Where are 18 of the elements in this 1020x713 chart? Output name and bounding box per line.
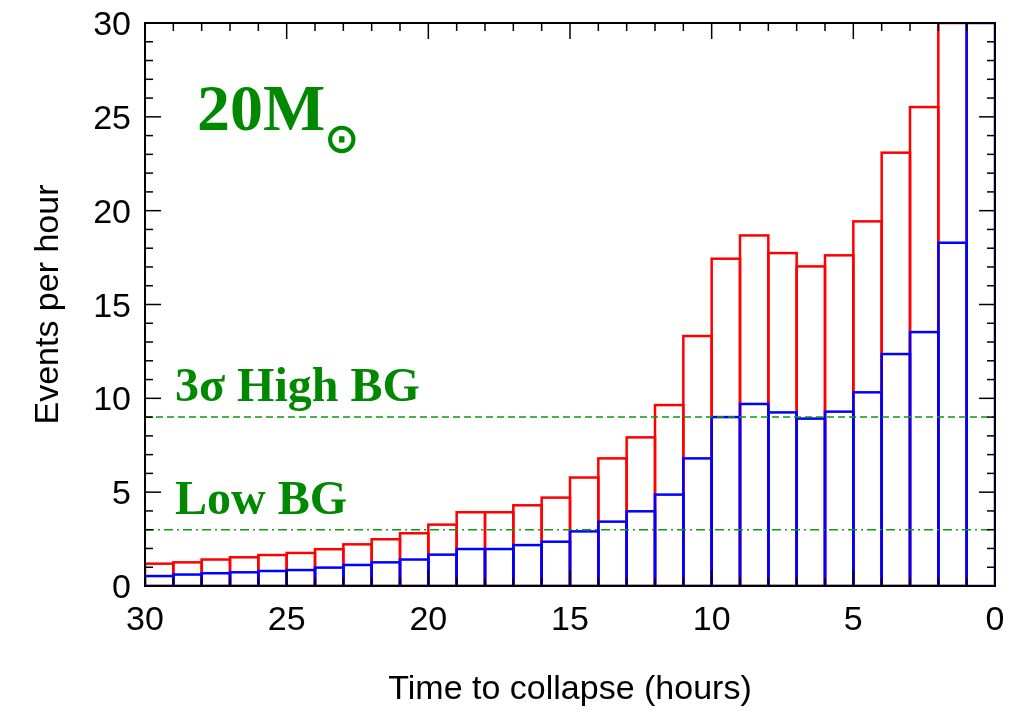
x-tick-label: 0 (985, 599, 1005, 637)
x-tick-label: 15 (551, 599, 589, 637)
ref-line-label: Low BG (175, 470, 348, 524)
y-tick-label: 5 (112, 473, 131, 512)
y-tick-label: 0 (112, 567, 131, 605)
y-tick-label: 15 (93, 285, 131, 324)
x-tick-label: 5 (843, 599, 863, 637)
y-tick-label: 10 (93, 379, 131, 418)
y-tick-label: 25 (93, 97, 131, 136)
x-tick-label: 25 (267, 599, 306, 637)
x-axis-title: Time to collapse (hours) (388, 668, 752, 706)
x-tick-label: 10 (692, 599, 731, 637)
ref-line-label: 3σ High BG (175, 358, 420, 412)
y-axis-title: Events per hour (27, 184, 66, 425)
annotation: 20M$_{⊙}$ (197, 71, 360, 161)
y-tick-label: 20 (93, 191, 131, 230)
x-tick-label: 20 (409, 599, 448, 637)
y-tick-label: 30 (93, 4, 131, 42)
